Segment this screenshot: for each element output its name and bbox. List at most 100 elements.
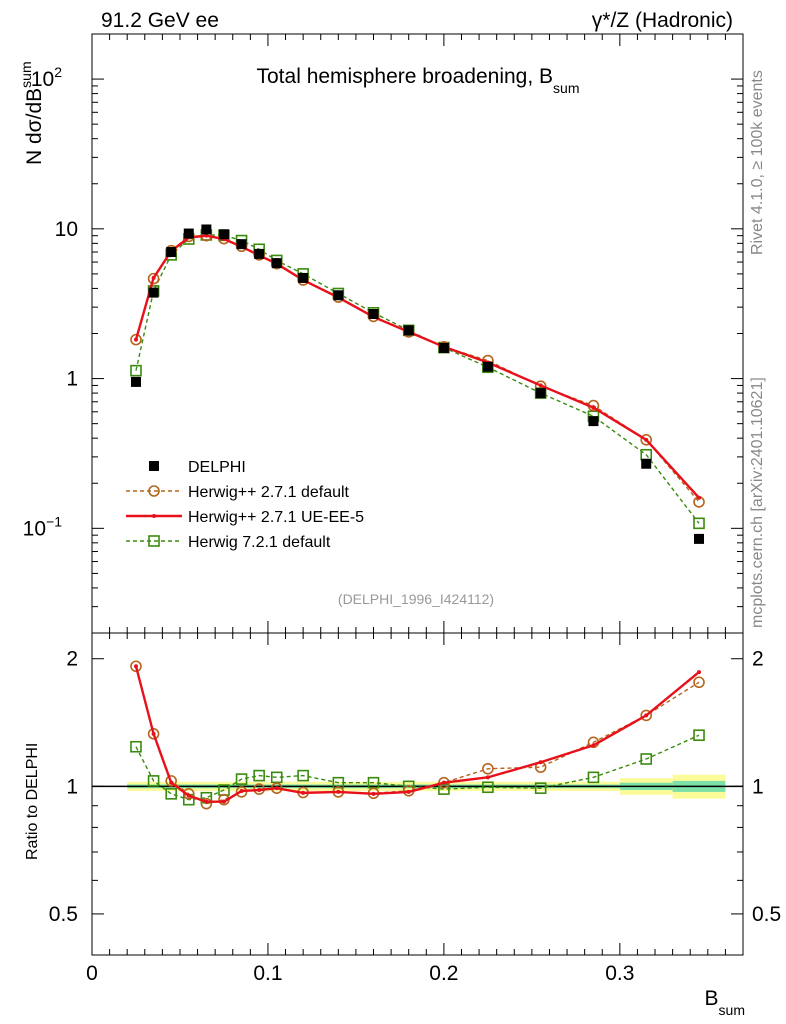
analysis-id-watermark: (DELPHI_1996_I424112) [338, 591, 494, 607]
ratio-point-h271ue [204, 799, 209, 804]
ratio-y-tick-label-left: 0.5 [49, 903, 78, 926]
main-point-h721 [130, 364, 142, 377]
ratio-y-ticks: 0.5 0.5 1 1 2 2 [49, 648, 781, 956]
main-point-h721 [693, 517, 705, 530]
rivet-version-note: Rivet 4.1.0, ≥ 100k events [749, 70, 766, 255]
main-point-h271ue [204, 233, 209, 238]
ratio-point-h271ue [257, 788, 262, 793]
ratio-point-h271 [693, 676, 705, 689]
legend-marker-data [149, 461, 159, 471]
ratio-ylabel: Ratio to DELPHI [24, 743, 41, 860]
ratio-point-h271ue [133, 664, 138, 669]
main-point-data [201, 224, 212, 235]
ratio-point-h271ue [371, 791, 376, 796]
ratio-point-h271ue [406, 789, 411, 794]
ratio-point-h721 [270, 771, 283, 784]
ratio-point-h271ue [591, 743, 596, 748]
ratio-point-h271 [130, 660, 142, 673]
main-point-h271ue [644, 437, 649, 442]
ratio-point-h721 [165, 788, 177, 800]
header-right-suffix: (Hadronic) [635, 9, 733, 32]
ratio-point-h721 [482, 781, 494, 794]
main-point-data [183, 228, 194, 239]
main-point-data [166, 247, 177, 258]
header-right: γ*/Z (Hadronic) [592, 9, 733, 32]
main-ylabel: N dσ/dBsum [18, 61, 46, 165]
main-point-data [694, 533, 705, 544]
main-panel: 10−1 1 10 102 Total hemisphere broadening, … [18, 33, 744, 634]
main-x-ticks [91, 34, 744, 633]
ratio-point-h271ue [485, 775, 490, 780]
ratio-point-h271ue [274, 786, 279, 791]
ratio-panel: 0.5 0.5 1 1 2 2 0 0.1 0.2 0.3 Ratio to DELPHI [24, 632, 781, 985]
ratio-point-h271 [182, 788, 195, 800]
ratio-point-h271 [235, 786, 248, 798]
main-point-data [130, 376, 141, 387]
x-tick-label: 0.3 [605, 962, 634, 985]
main-point-data [333, 290, 344, 301]
main-point-h271ue [151, 275, 156, 280]
ratio-point-h271ue [221, 799, 226, 804]
main-point-data [148, 287, 159, 298]
ratio-point-h271 [482, 762, 494, 775]
ratio-point-h721 [130, 740, 142, 753]
main-line-h721 [135, 234, 700, 524]
main-title-text: Total hemisphere broadening, B [257, 65, 554, 88]
ratio-point-h271ue [301, 790, 306, 795]
main-point-data [254, 248, 265, 259]
x-axis-label-text: B [705, 987, 719, 1010]
ratio-point-h721 [147, 775, 160, 787]
main-ylabel-text: N dσ/dB [23, 88, 46, 165]
ratio-point-h721 [253, 769, 265, 782]
x-tick-label: 0.2 [429, 962, 458, 985]
header-right-prefix: γ*/Z [592, 9, 630, 32]
main-series-group [130, 224, 705, 544]
ratio-point-h271ue [336, 789, 341, 794]
ratio-point-h271ue [239, 788, 244, 793]
ratio-y-tick-label-right: 0.5 [752, 903, 781, 926]
x-axis-label: Bsum [705, 987, 745, 1018]
legend-label-h721: Herwig 7.2.1 default [188, 534, 331, 551]
legend: DELPHI Herwig++ 2.7.1 default Herwig++ 2.7… [126, 459, 364, 551]
ratio-point-h721 [297, 769, 309, 782]
ratio-point-h721 [640, 753, 653, 765]
main-point-data [535, 388, 546, 399]
ratio-point-h271 [147, 728, 160, 740]
main-point-h271ue [133, 337, 138, 342]
main-point-data [218, 229, 229, 240]
ratio-y-tick-label-right: 2 [752, 648, 764, 671]
main-point-data [403, 325, 414, 336]
main-ylabel-sub: sum [18, 61, 34, 87]
mcplots-credit: mcplots.cern.ch [arXiv:2401.10621] [749, 377, 766, 628]
x-tick-label: 0 [86, 962, 98, 985]
main-point-data [641, 458, 652, 469]
legend-label-h271ue: Herwig++ 2.7.1 UE-EE-5 [188, 509, 364, 526]
ratio-point-h271ue [169, 780, 174, 785]
ratio-point-h271ue [644, 713, 649, 718]
ratio-point-h271ue [151, 731, 156, 736]
ratio-y-tick-label-right: 1 [752, 775, 764, 798]
main-y-tick-label: 1 [66, 368, 78, 391]
ratio-line-h271ue [134, 665, 700, 803]
ratio-point-h271 [165, 775, 177, 787]
main-title-sub: sum [553, 80, 579, 96]
legend-label-h271: Herwig++ 2.7.1 default [188, 484, 350, 501]
ratio-frame [91, 632, 744, 956]
main-title: Total hemisphere broadening, Bsum [257, 65, 580, 96]
main-y-tick-label: 10 [55, 218, 78, 241]
ratio-x-ticks: 0 0.1 0.2 0.3 [86, 633, 744, 985]
ratio-series-group [130, 660, 705, 810]
legend-marker-h721 [148, 535, 160, 547]
main-point-h271ue [538, 383, 543, 388]
main-y-tick-label: 102 [31, 64, 62, 91]
main-point-h271ue [591, 405, 596, 410]
main-point-data [368, 308, 379, 319]
main-point-data [588, 416, 599, 427]
legend-marker-h271ue [152, 514, 156, 518]
ratio-point-h271ue [697, 670, 702, 675]
ratio-point-h271ue [441, 780, 446, 785]
main-point-h271 [130, 333, 142, 346]
ratio-line-h721 [135, 734, 700, 801]
main-point-h271 [147, 272, 160, 285]
ratio-y-tick-label-left: 1 [66, 775, 78, 798]
